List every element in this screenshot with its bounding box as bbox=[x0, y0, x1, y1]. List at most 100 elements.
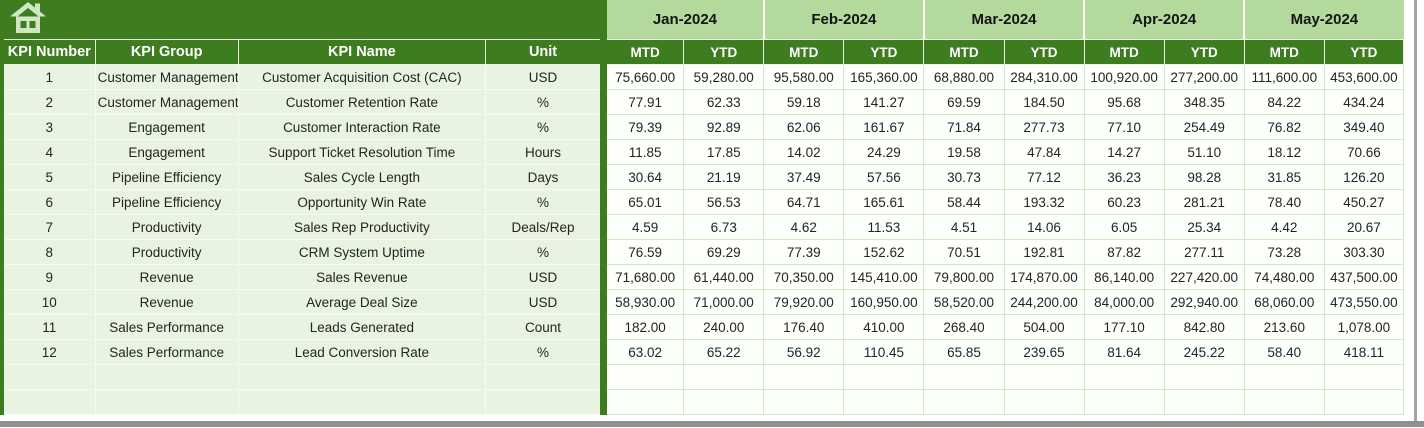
value-cell[interactable]: 165.61 bbox=[843, 189, 925, 215]
value-cell[interactable]: 244,200.00 bbox=[1003, 289, 1085, 315]
empty-value-cell[interactable] bbox=[603, 389, 685, 415]
empty-value-cell[interactable] bbox=[1163, 389, 1245, 415]
value-cell[interactable]: 64.71 bbox=[763, 189, 845, 215]
value-cell[interactable]: 418.11 bbox=[1323, 339, 1405, 365]
empty-left-cell[interactable] bbox=[94, 364, 239, 390]
kpi-name-cell[interactable]: Sales Cycle Length bbox=[237, 164, 486, 190]
kpi-number-cell[interactable]: 12 bbox=[1, 339, 96, 365]
value-cell[interactable]: 348.35 bbox=[1163, 89, 1245, 115]
kpi-group-cell[interactable]: Pipeline Efficiency bbox=[94, 164, 239, 190]
empty-value-cell[interactable] bbox=[1163, 364, 1245, 390]
empty-value-cell[interactable] bbox=[1083, 389, 1165, 415]
value-cell[interactable]: 57.56 bbox=[843, 164, 925, 190]
value-cell[interactable]: 58,520.00 bbox=[923, 289, 1005, 315]
value-cell[interactable]: 281.21 bbox=[1163, 189, 1245, 215]
kpi-name-cell[interactable]: Customer Retention Rate bbox=[237, 89, 486, 115]
value-cell[interactable]: 95.68 bbox=[1083, 89, 1165, 115]
empty-value-cell[interactable] bbox=[683, 364, 765, 390]
unit-cell[interactable]: Hours bbox=[484, 139, 608, 165]
value-cell[interactable]: 25.34 bbox=[1163, 214, 1245, 240]
kpi-group-cell[interactable]: Sales Performance bbox=[94, 314, 239, 340]
subheader-mtd[interactable]: MTD bbox=[1243, 39, 1325, 65]
month-header-may-2024[interactable]: May-2024 bbox=[1243, 0, 1404, 40]
value-cell[interactable]: 62.06 bbox=[763, 114, 845, 140]
value-cell[interactable]: 161.67 bbox=[843, 114, 925, 140]
kpi-group-cell[interactable]: Pipeline Efficiency bbox=[94, 189, 239, 215]
unit-cell[interactable]: USD bbox=[484, 64, 608, 90]
subheader-mtd[interactable]: MTD bbox=[923, 39, 1005, 65]
value-cell[interactable]: 165,360.00 bbox=[843, 64, 925, 90]
value-cell[interactable]: 292,940.00 bbox=[1163, 289, 1245, 315]
value-cell[interactable]: 24.29 bbox=[843, 139, 925, 165]
kpi-group-cell[interactable]: Sales Performance bbox=[94, 339, 239, 365]
value-cell[interactable]: 174,870.00 bbox=[1003, 264, 1085, 290]
value-cell[interactable]: 59,280.00 bbox=[683, 64, 765, 90]
value-cell[interactable]: 193.32 bbox=[1003, 189, 1085, 215]
colheader-kpi-group[interactable]: KPI Group bbox=[94, 39, 239, 65]
empty-left-cell[interactable] bbox=[1, 389, 96, 415]
kpi-group-cell[interactable]: Engagement bbox=[94, 139, 239, 165]
kpi-group-cell[interactable]: Productivity bbox=[94, 239, 239, 265]
empty-value-cell[interactable] bbox=[1323, 389, 1405, 415]
value-cell[interactable]: 68,880.00 bbox=[923, 64, 1005, 90]
value-cell[interactable]: 410.00 bbox=[843, 314, 925, 340]
value-cell[interactable]: 254.49 bbox=[1163, 114, 1245, 140]
value-cell[interactable]: 77.10 bbox=[1083, 114, 1165, 140]
value-cell[interactable]: 71,680.00 bbox=[603, 264, 685, 290]
month-header-feb-2024[interactable]: Feb-2024 bbox=[762, 0, 924, 40]
value-cell[interactable]: 17.85 bbox=[683, 139, 765, 165]
value-cell[interactable]: 213.60 bbox=[1243, 314, 1325, 340]
value-cell[interactable]: 18.12 bbox=[1243, 139, 1325, 165]
kpi-number-cell[interactable]: 7 bbox=[1, 214, 96, 240]
empty-left-cell[interactable] bbox=[484, 364, 608, 390]
empty-left-cell[interactable] bbox=[484, 389, 608, 415]
value-cell[interactable]: 69.59 bbox=[923, 89, 1005, 115]
kpi-number-cell[interactable]: 8 bbox=[1, 239, 96, 265]
empty-value-cell[interactable] bbox=[1243, 364, 1325, 390]
value-cell[interactable]: 842.80 bbox=[1163, 314, 1245, 340]
kpi-number-cell[interactable]: 5 bbox=[1, 164, 96, 190]
value-cell[interactable]: 81.64 bbox=[1083, 339, 1165, 365]
empty-value-cell[interactable] bbox=[1243, 389, 1325, 415]
value-cell[interactable]: 79,800.00 bbox=[923, 264, 1005, 290]
value-cell[interactable]: 11.53 bbox=[843, 214, 925, 240]
value-cell[interactable]: 110.45 bbox=[843, 339, 925, 365]
subheader-ytd[interactable]: YTD bbox=[1323, 39, 1405, 65]
value-cell[interactable]: 70,350.00 bbox=[763, 264, 845, 290]
value-cell[interactable]: 71.84 bbox=[923, 114, 1005, 140]
value-cell[interactable]: 21.19 bbox=[683, 164, 765, 190]
kpi-number-cell[interactable]: 3 bbox=[1, 114, 96, 140]
empty-value-cell[interactable] bbox=[1003, 364, 1085, 390]
value-cell[interactable]: 47.84 bbox=[1003, 139, 1085, 165]
value-cell[interactable]: 63.02 bbox=[603, 339, 685, 365]
value-cell[interactable]: 4.51 bbox=[923, 214, 1005, 240]
kpi-name-cell[interactable]: Support Ticket Resolution Time bbox=[237, 139, 486, 165]
value-cell[interactable]: 37.49 bbox=[763, 164, 845, 190]
kpi-group-cell[interactable]: Engagement bbox=[94, 114, 239, 140]
kpi-name-cell[interactable]: Customer Interaction Rate bbox=[237, 114, 486, 140]
value-cell[interactable]: 70.51 bbox=[923, 239, 1005, 265]
kpi-group-cell[interactable]: Customer Management bbox=[94, 64, 239, 90]
kpi-number-cell[interactable]: 10 bbox=[1, 289, 96, 315]
empty-left-cell[interactable] bbox=[237, 389, 486, 415]
value-cell[interactable]: 227,420.00 bbox=[1163, 264, 1245, 290]
value-cell[interactable]: 473,550.00 bbox=[1323, 289, 1405, 315]
value-cell[interactable]: 176.40 bbox=[763, 314, 845, 340]
value-cell[interactable]: 14.27 bbox=[1083, 139, 1165, 165]
value-cell[interactable]: 450.27 bbox=[1323, 189, 1405, 215]
value-cell[interactable]: 14.02 bbox=[763, 139, 845, 165]
empty-value-cell[interactable] bbox=[1083, 364, 1165, 390]
value-cell[interactable]: 30.73 bbox=[923, 164, 1005, 190]
kpi-name-cell[interactable]: Sales Revenue bbox=[237, 264, 486, 290]
value-cell[interactable]: 303.30 bbox=[1323, 239, 1405, 265]
value-cell[interactable]: 437,500.00 bbox=[1323, 264, 1405, 290]
value-cell[interactable]: 184.50 bbox=[1003, 89, 1085, 115]
value-cell[interactable]: 58.44 bbox=[923, 189, 1005, 215]
value-cell[interactable]: 20.67 bbox=[1323, 214, 1405, 240]
value-cell[interactable]: 36.23 bbox=[1083, 164, 1165, 190]
value-cell[interactable]: 76.82 bbox=[1243, 114, 1325, 140]
kpi-number-cell[interactable]: 6 bbox=[1, 189, 96, 215]
unit-cell[interactable]: % bbox=[484, 339, 608, 365]
value-cell[interactable]: 268.40 bbox=[923, 314, 1005, 340]
empty-value-cell[interactable] bbox=[763, 364, 845, 390]
